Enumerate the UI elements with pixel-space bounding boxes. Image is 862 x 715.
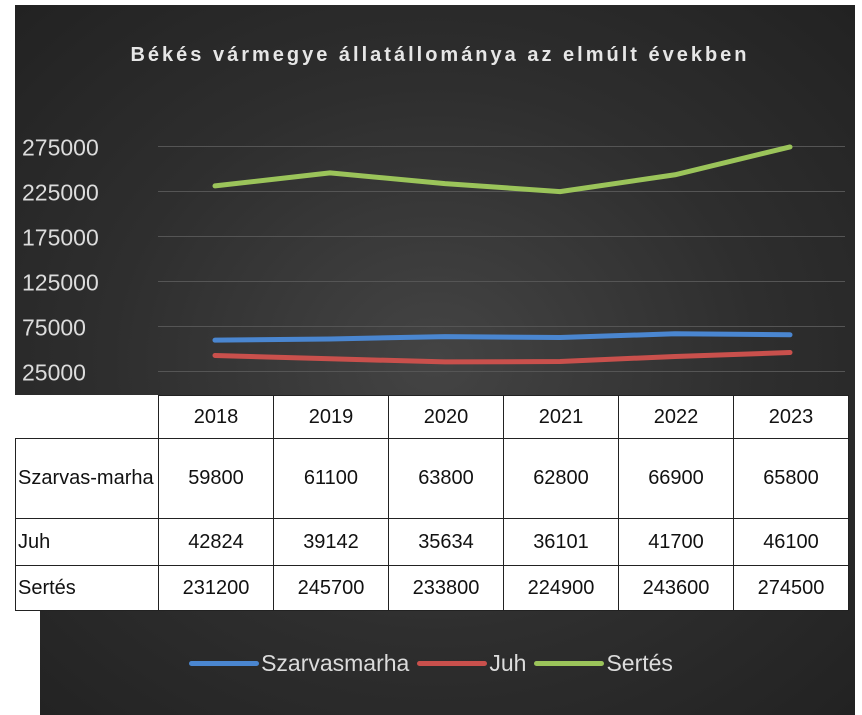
legend-label: Szarvasmarha bbox=[261, 650, 410, 676]
table-header-cell: 2019 bbox=[273, 395, 389, 439]
series-line bbox=[212, 144, 793, 195]
table-header-cell: 2018 bbox=[158, 395, 274, 439]
legend: Szarvasmarha Juh Sertés bbox=[0, 650, 862, 677]
y-tick-label: 175000 bbox=[22, 225, 99, 251]
table-cell: 245700 bbox=[273, 565, 389, 611]
table-row: Juh 42824 39142 35634 36101 41700 46100 bbox=[15, 518, 849, 566]
y-tick-label: 125000 bbox=[22, 270, 99, 296]
table-cell: 46100 bbox=[733, 518, 849, 566]
table-cell: 62800 bbox=[503, 438, 619, 519]
table-cell: 233800 bbox=[388, 565, 504, 611]
table-header-cell: 2021 bbox=[503, 395, 619, 439]
table-header-row: 2018 2019 2020 2021 2022 2023 bbox=[15, 395, 849, 439]
table-header-cell: 2020 bbox=[388, 395, 504, 439]
table-header-cell: 2023 bbox=[733, 395, 849, 439]
table-row-label: Sertés bbox=[15, 565, 159, 611]
legend-label: Juh bbox=[489, 650, 527, 676]
series-line bbox=[212, 331, 793, 343]
table-cell: 39142 bbox=[273, 518, 389, 566]
table-cell: 274500 bbox=[733, 565, 849, 611]
table-cell: 231200 bbox=[158, 565, 274, 611]
y-tick-label: 25000 bbox=[22, 360, 86, 386]
table-row-label: Szarvas-marha bbox=[15, 438, 159, 519]
table-cell: 243600 bbox=[618, 565, 734, 611]
series-line bbox=[212, 350, 793, 365]
legend-label: Sertés bbox=[606, 650, 673, 676]
table-cell: 66900 bbox=[618, 438, 734, 519]
table-cell: 42824 bbox=[158, 518, 274, 566]
table-cell: 36101 bbox=[503, 518, 619, 566]
legend-swatch bbox=[417, 661, 488, 666]
table-corner bbox=[15, 395, 159, 439]
table-cell: 35634 bbox=[388, 518, 504, 566]
table-cell: 65800 bbox=[733, 438, 849, 519]
data-table: 2018 2019 2020 2021 2022 2023 Szarvas-marha 598… bbox=[15, 395, 849, 611]
y-tick-label: 75000 bbox=[22, 315, 86, 341]
table-cell: 63800 bbox=[388, 438, 504, 519]
table-row: Szarvas-marha 59800 61100 63800 62800 66900 65… bbox=[15, 438, 849, 519]
table-row: Sertés 231200 245700 233800 224900 243600 2745… bbox=[15, 565, 849, 611]
legend-swatch bbox=[189, 661, 260, 666]
legend-item: Juh bbox=[417, 650, 526, 677]
y-tick-label: 225000 bbox=[22, 180, 99, 206]
chart-title: Békés vármegye állatállománya az elmúlt … bbox=[130, 44, 750, 66]
legend-swatch bbox=[534, 661, 605, 666]
legend-item: Szarvasmarha bbox=[189, 650, 409, 677]
table-cell: 59800 bbox=[158, 438, 274, 519]
table-row-label: Juh bbox=[15, 518, 159, 566]
table-cell: 41700 bbox=[618, 518, 734, 566]
y-tick-label: 275000 bbox=[22, 135, 99, 161]
table-header-cell: 2022 bbox=[618, 395, 734, 439]
table-cell: 61100 bbox=[273, 438, 389, 519]
legend-item: Sertés bbox=[534, 650, 673, 677]
table-cell: 224900 bbox=[503, 565, 619, 611]
